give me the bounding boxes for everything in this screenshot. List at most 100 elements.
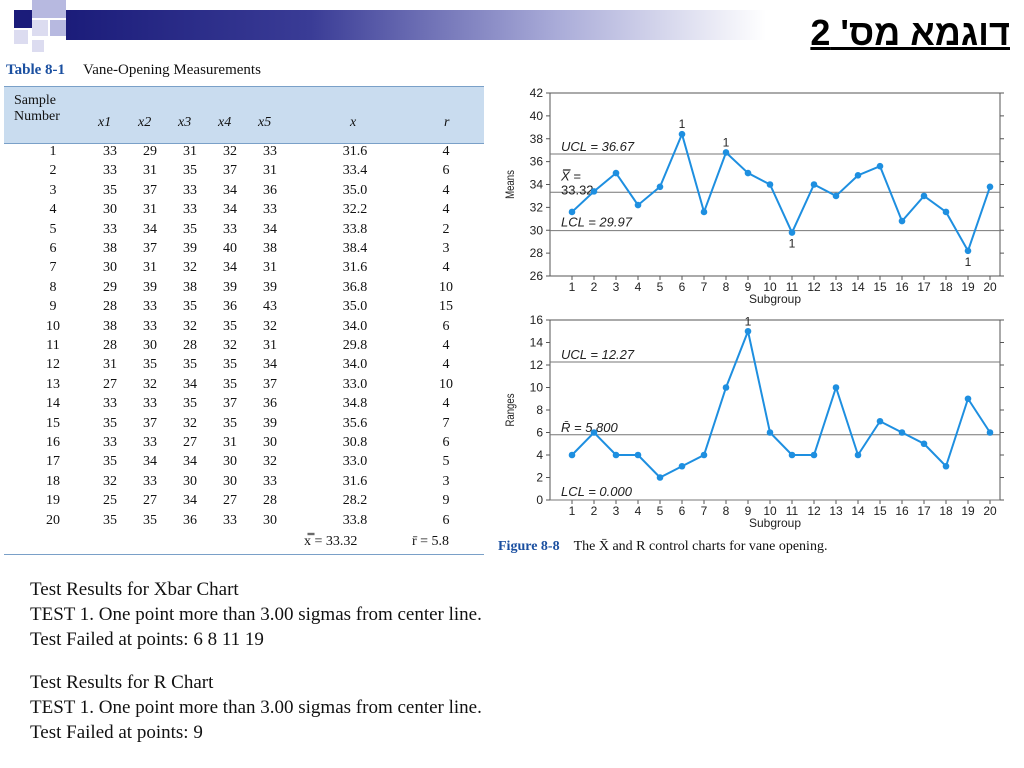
table-cell: 28 [103, 338, 117, 353]
table-row: 12 31 35 35 35 34 34.0 4 [4, 357, 484, 376]
chart-2-point [920, 440, 928, 448]
table-cell: 27 [103, 376, 117, 392]
chart-1-flag-label: 1 [723, 135, 730, 149]
table-cell: 34 [183, 493, 197, 509]
r-results-test: TEST 1. One point more than 3.00 sigmas … [30, 697, 482, 718]
table-cell: 9 [49, 299, 57, 315]
table-cell: 35.0 [342, 299, 368, 315]
chart-1-xtick-label: 6 [679, 280, 686, 294]
chart-2-point [788, 451, 796, 459]
table-cell: 35 [183, 299, 197, 315]
chart-2-xtick-label: 6 [679, 504, 686, 518]
chart-1-xtick-label: 17 [917, 280, 931, 294]
table-cell: 35 [183, 357, 197, 373]
chart-1-point [744, 169, 752, 177]
table-cell: 28 [103, 299, 117, 315]
table-cell: 37 [223, 163, 237, 179]
chart-1-xlabel: Subgroup [749, 292, 801, 306]
table-cell: 34.0 [342, 318, 368, 334]
table-cell: 10 [439, 376, 453, 392]
chart-2-point [590, 429, 598, 436]
table-cell: 31 [263, 260, 277, 276]
table-cell: 2 [49, 163, 57, 179]
header-xbar: x [350, 115, 357, 130]
chart-2-ytick-label: 2 [536, 471, 543, 485]
table-cell: 34 [223, 182, 237, 198]
chart-2-point [678, 462, 686, 470]
chart-2-flag-label: 1 [745, 314, 752, 328]
table-cell: 40 [223, 241, 237, 256]
table-cell: 33 [223, 221, 237, 237]
chart-1-point [876, 162, 884, 170]
chart-1-xtick-label: 10 [763, 280, 777, 294]
table-cell: 33 [183, 182, 197, 198]
table-row: 17 35 34 34 30 32 33.0 5 [4, 454, 484, 473]
table-cell: 34.0 [342, 357, 368, 373]
table-cell: 31.6 [342, 260, 368, 276]
table-row: 5 33 34 35 33 34 33.8 2 [4, 222, 484, 241]
chart-1-flag-label: 1 [789, 237, 796, 251]
table-cell: 33.8 [342, 512, 368, 528]
table-cell: 6 [442, 318, 450, 334]
table-cell: 35 [223, 415, 237, 431]
table-cell: 33 [143, 299, 157, 315]
chart-1-xtick-label: 9 [745, 280, 752, 294]
chart-1-xtick-label: 4 [635, 280, 642, 294]
table-cell: 39 [263, 279, 277, 295]
table-cell: 32 [143, 376, 157, 392]
table-cell: 34.8 [342, 396, 368, 412]
chart-1-point [766, 181, 774, 188]
header-x5: x5 [258, 115, 272, 130]
chart-2-ytick-label: 10 [530, 381, 544, 395]
table-cell: 8 [49, 279, 57, 295]
table-cell: 4 [49, 202, 57, 218]
table-cell: 35 [103, 182, 117, 198]
table-cell: 3 [442, 473, 450, 489]
table-cell: 36 [263, 396, 277, 412]
table-row: 7 30 31 32 34 31 31.6 4 [4, 260, 484, 279]
chart-1-xtick-label: 2 [591, 280, 598, 294]
chart-1-ytick-label: 32 [530, 200, 544, 214]
xbar-results-title: Test Results for Xbar Chart [30, 579, 239, 600]
table-cell: 30 [223, 454, 237, 470]
table-row: 3 35 37 33 34 36 35.0 4 [4, 183, 484, 202]
chart-1-ytick-label: 42 [530, 86, 544, 100]
chart-1-xtick-label: 1 [569, 280, 576, 294]
chart-2-xtick-label: 11 [786, 504, 799, 518]
chart-2-point [612, 451, 620, 459]
chart-1-xtick-label: 11 [786, 280, 799, 294]
chart-1-frame [549, 92, 1001, 277]
table-cell: 32 [223, 338, 237, 353]
chart-2-point [634, 451, 642, 459]
table-cell: 4 [442, 182, 450, 198]
chart-1-xtick-label: 15 [873, 280, 887, 294]
r-results: Test Results for R Chart TEST 1. One poi… [30, 670, 482, 745]
table-cell: 1 [49, 144, 57, 159]
table-cell: 38 [263, 241, 277, 256]
chart-1-xtick-label: 18 [939, 280, 953, 294]
table-cell: 2 [442, 221, 450, 237]
table-cell: 35 [183, 163, 197, 179]
chart-1-xtick-label: 20 [983, 280, 997, 294]
chart-1-point [568, 208, 576, 216]
table-cell: 16 [46, 435, 60, 450]
table-cell: 33 [263, 202, 277, 218]
r-results-failed: Test Failed at points: 9 [30, 722, 203, 743]
table-cell: 28.2 [342, 493, 368, 509]
table-cell: 6 [49, 241, 57, 256]
chart-2-point [656, 474, 664, 481]
decor-square [32, 0, 50, 18]
chart-1-xtick-label: 12 [807, 280, 821, 294]
table-cell: 37 [223, 396, 237, 412]
figure-caption: Figure 8-8 The X̄ and R control charts fo… [498, 539, 827, 555]
table-cell: 30.8 [342, 435, 368, 450]
table-cell: 15 [439, 299, 453, 315]
table-cell: 38 [103, 318, 117, 334]
table-cell: 33.8 [342, 221, 368, 237]
chart-2-point [568, 451, 576, 459]
decor-square [14, 10, 32, 28]
header-x2: x2 [138, 115, 152, 130]
table-cell: 33 [183, 202, 197, 218]
table-cell: 33 [263, 473, 277, 489]
table-cell: 11 [46, 338, 60, 353]
